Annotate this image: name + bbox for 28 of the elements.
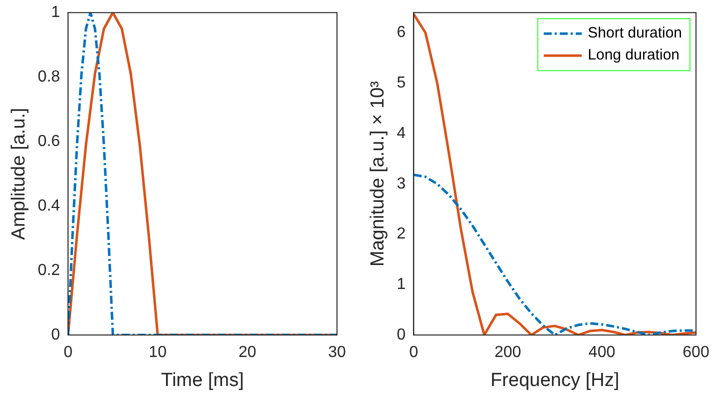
y-tick-label: 3 bbox=[396, 175, 406, 192]
x-tick-label: 30 bbox=[328, 344, 346, 362]
y-tick-label: 1 bbox=[51, 4, 60, 22]
legend-label: Long duration bbox=[588, 46, 680, 64]
y-tick-label: 0.6 bbox=[38, 132, 60, 150]
line-series bbox=[68, 12, 337, 335]
y-tick-label: 0.2 bbox=[38, 262, 60, 279]
x-axis-title: Frequency [Hz] bbox=[490, 370, 620, 391]
y-tick-label: 4 bbox=[396, 124, 406, 142]
legend-label: Short duration bbox=[588, 24, 682, 42]
y-tick-label: 0.8 bbox=[38, 68, 60, 86]
y-axis-title: Magnitude [a.u.] × 10³ bbox=[368, 81, 389, 266]
x-tick-label: 20 bbox=[238, 344, 256, 362]
y-tick-label: 2 bbox=[396, 226, 406, 243]
x-tick-label: 600 bbox=[682, 344, 710, 362]
x-tick-label: 10 bbox=[148, 344, 167, 362]
y-tick-label: 5 bbox=[396, 74, 406, 92]
x-tick-label: 0 bbox=[64, 344, 73, 362]
y-axis-title: Amplitude [a.u.] bbox=[8, 108, 30, 240]
x-tick-label: 400 bbox=[588, 344, 616, 362]
x-axis-title: Time [ms] bbox=[161, 370, 244, 391]
y-tick-label: 0 bbox=[51, 326, 60, 344]
y-tick-label: 1 bbox=[396, 276, 406, 294]
y-tick-label: 6 bbox=[396, 24, 406, 42]
y-tick-label: 0 bbox=[396, 326, 406, 344]
x-tick-label: 200 bbox=[494, 344, 522, 362]
y-tick-label: 0.4 bbox=[38, 197, 60, 214]
x-tick-label: 0 bbox=[409, 344, 418, 362]
